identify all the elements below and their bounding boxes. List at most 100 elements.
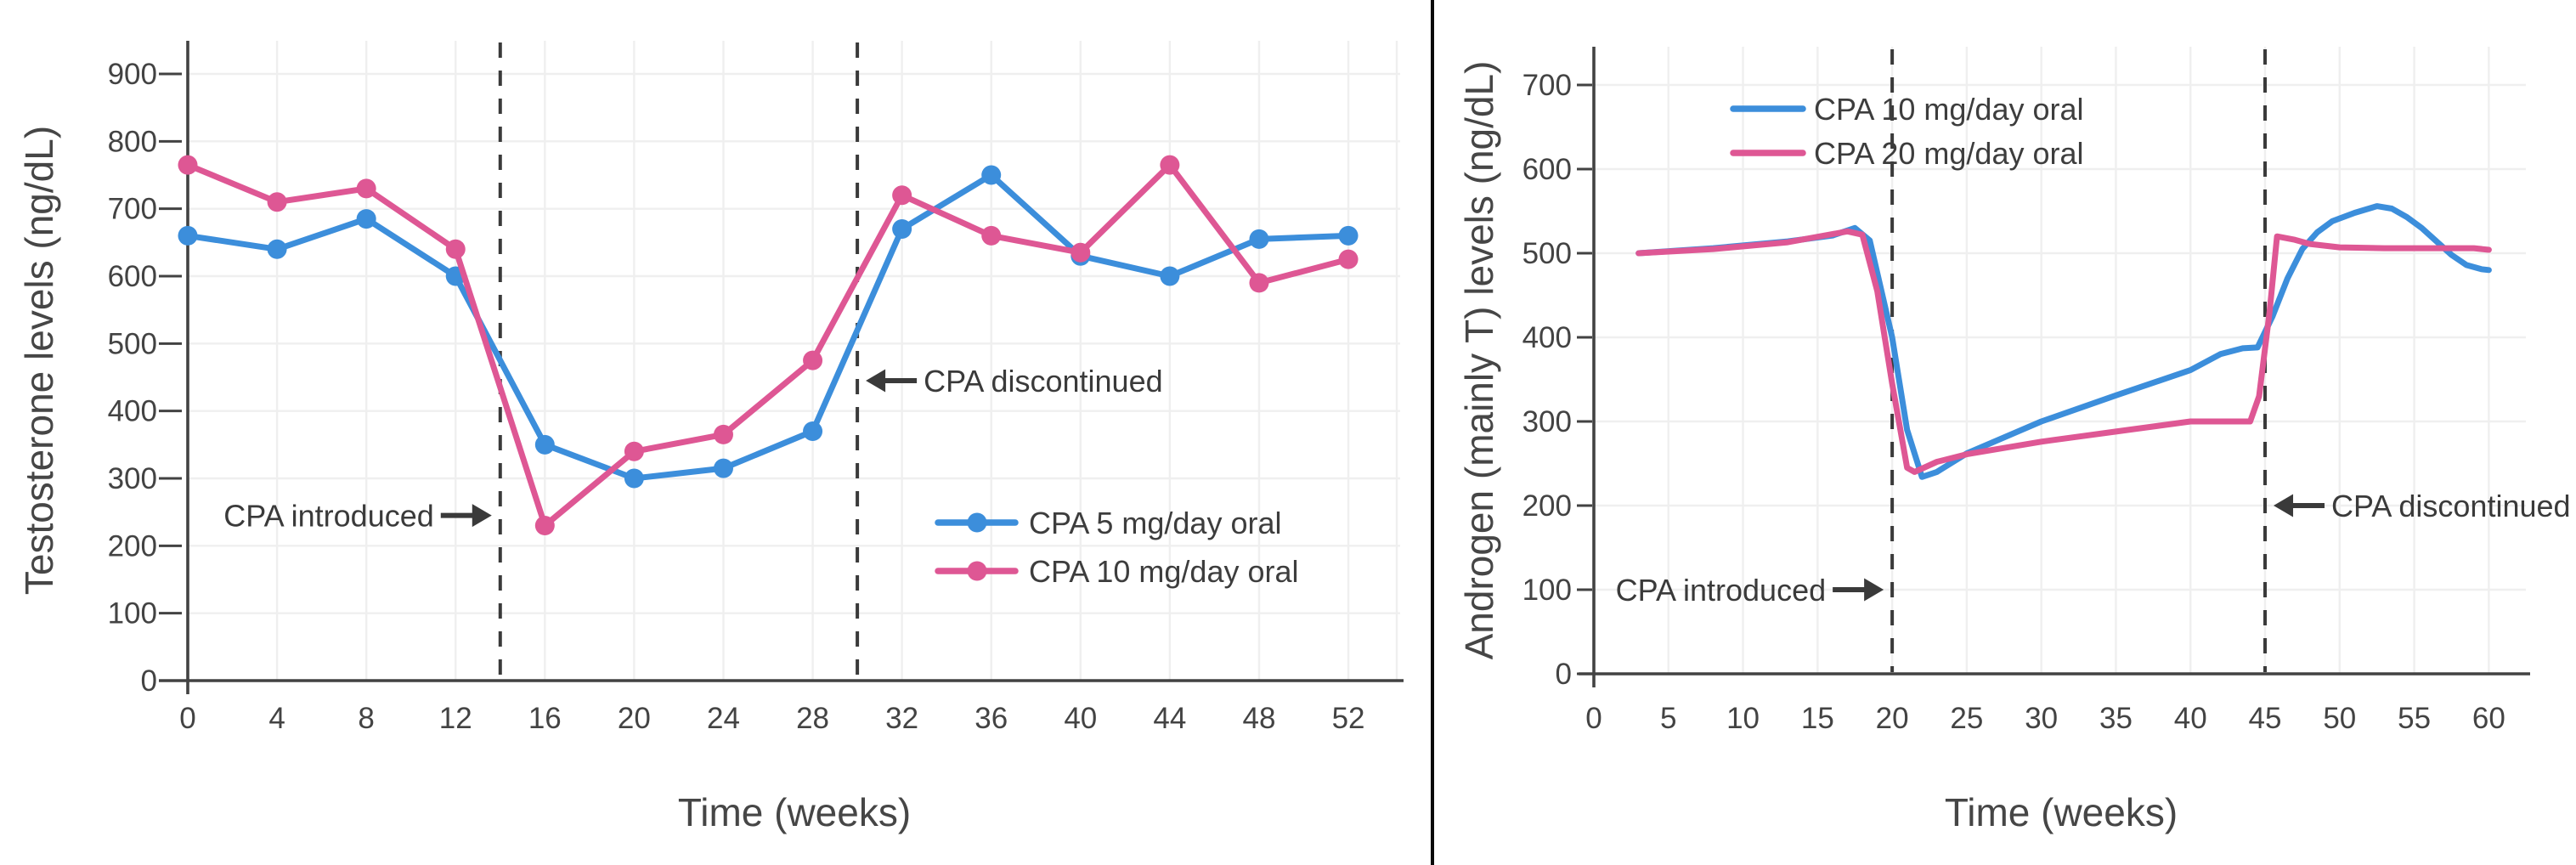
x-tick-label: 36 (974, 702, 1008, 735)
arrow-left-icon (866, 369, 886, 393)
legend-item-label: CPA 10 mg/day oral (1814, 92, 2084, 127)
y-tick-label: 200 (108, 529, 157, 563)
x-tick-label: 20 (1876, 702, 1909, 735)
y-tick-label: 400 (1522, 321, 1572, 354)
data-point-marker (803, 350, 823, 370)
x-tick-label: 20 (618, 702, 651, 735)
arrow-right-icon (1864, 578, 1884, 602)
x-tick-label: 44 (1153, 702, 1186, 735)
legend-item-label: CPA 5 mg/day oral (1029, 506, 1281, 540)
x-tick-label: 5 (1660, 702, 1676, 735)
x-tick-label: 30 (2025, 702, 2058, 735)
arrow-left-icon (2274, 494, 2294, 517)
y-tick-label: 600 (1522, 153, 1572, 186)
data-point-marker (178, 225, 198, 246)
data-series (1635, 203, 2492, 480)
data-point-marker (1249, 229, 1269, 249)
y-tick-label: 700 (1522, 69, 1572, 102)
y-tick-label: 700 (108, 193, 157, 226)
data-point-marker (1249, 273, 1269, 293)
data-point-marker (534, 434, 555, 455)
x-tick-label: 8 (358, 702, 374, 735)
y-tick-label: 400 (108, 395, 157, 428)
data-series (178, 155, 1359, 536)
arrow-right-icon (472, 504, 492, 528)
data-point-marker (1160, 266, 1180, 286)
x-tick-label: 10 (1726, 702, 1760, 735)
series-line-0 (1635, 203, 2492, 480)
data-point-marker (445, 239, 466, 259)
data-point-marker (267, 239, 287, 259)
y-tick-label: 200 (1522, 489, 1572, 523)
data-point-marker (892, 218, 912, 239)
data-point-marker (713, 458, 733, 478)
x-tick-label: 24 (707, 702, 740, 735)
y-tick-label: 600 (108, 260, 157, 293)
annotation-text: CPA discontinued (2331, 489, 2571, 523)
x-tick-label: 48 (1242, 702, 1275, 735)
y-tick-label: 300 (108, 462, 157, 495)
y-tick-label: 500 (108, 327, 157, 360)
x-tick-label: 15 (1801, 702, 1834, 735)
annotation-text: CPA introduced (1616, 573, 1826, 608)
x-tick-label: 55 (2398, 702, 2431, 735)
x-tick-label: 50 (2323, 702, 2356, 735)
data-point-marker (356, 209, 376, 229)
x-tick-label: 16 (528, 702, 562, 735)
data-point-marker (981, 225, 1002, 246)
y-tick-label: 0 (1556, 658, 1572, 691)
y-tick-label: 500 (1522, 237, 1572, 270)
axes: 0 100 200 300 400 500 600 700 0 5 10 15 20 25 30 35 40 45… (1522, 47, 2530, 735)
series-line-1 (184, 161, 1352, 529)
data-point-marker (1071, 242, 1091, 263)
data-point-marker (713, 424, 733, 444)
data-point-marker (981, 165, 1002, 185)
x-tick-label: 28 (796, 702, 829, 735)
legend-item-label: CPA 20 mg/day oral (1814, 136, 2084, 171)
x-tick-label: 25 (1950, 702, 1983, 735)
y-axis-title: Androgen (mainly T) levels (ng/dL) (1457, 61, 1501, 660)
x-tick-label: 0 (1585, 702, 1602, 735)
data-point-marker (356, 178, 376, 199)
panel-divider (1431, 0, 1434, 865)
x-axis-title: Time (weeks) (1945, 790, 2178, 834)
annotations: CPA introduced CPA discontinued (1616, 489, 2571, 608)
data-point-marker (624, 468, 644, 489)
x-tick-label: 4 (268, 702, 285, 735)
legend: CPA 10 mg/day oral CPA 20 mg/day oral (1730, 92, 2084, 171)
x-tick-label: 52 (1332, 702, 1365, 735)
x-tick-label: 45 (2249, 702, 2282, 735)
y-tick-label: 0 (141, 664, 157, 698)
annotation-text: CPA introduced (223, 499, 433, 534)
x-axis-title: Time (weeks) (678, 790, 911, 834)
legend-swatch-marker (967, 561, 987, 581)
legend-item-label: CPA 10 mg/day oral (1029, 554, 1299, 589)
y-tick-label: 800 (108, 125, 157, 158)
y-tick-label: 900 (108, 58, 157, 91)
x-tick-label: 0 (179, 702, 195, 735)
y-axis-title: Testosterone levels (ng/dL) (17, 126, 61, 595)
y-tick-label: 100 (1522, 574, 1572, 607)
x-tick-label: 12 (439, 702, 472, 735)
legend-swatch-marker (967, 512, 987, 533)
gridlines (188, 41, 1400, 681)
x-tick-label: 40 (2174, 702, 2207, 735)
x-tick-label: 35 (2099, 702, 2133, 735)
data-point-marker (534, 516, 555, 536)
data-point-marker (1338, 225, 1359, 246)
x-tick-label: 40 (1064, 702, 1097, 735)
data-point-marker (892, 185, 912, 206)
data-point-marker (1338, 249, 1359, 269)
data-point-marker (1160, 155, 1180, 175)
y-tick-label: 300 (1522, 405, 1572, 438)
annotation-text: CPA discontinued (924, 364, 1163, 399)
data-point-marker (178, 155, 198, 175)
data-point-marker (803, 421, 823, 441)
legend: CPA 5 mg/day oral CPA 10 mg/day oral (935, 506, 1299, 589)
y-tick-label: 100 (108, 597, 157, 630)
x-tick-label: 32 (885, 702, 918, 735)
